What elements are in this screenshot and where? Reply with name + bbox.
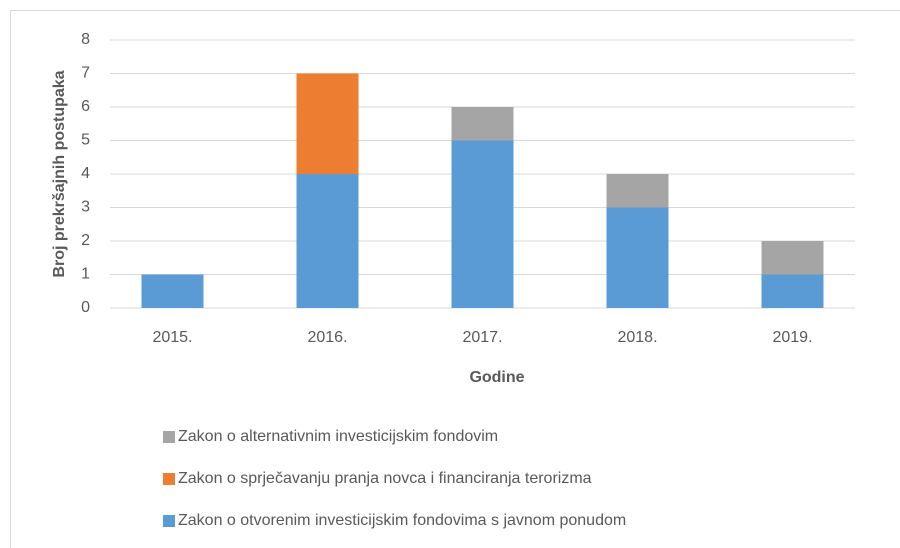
bar-segment	[296, 174, 359, 308]
y-tick-label: 7	[81, 65, 90, 82]
y-tick-label: 8	[81, 31, 90, 48]
y-tick-label: 1	[81, 266, 90, 283]
y-tick-label: 4	[81, 165, 90, 182]
x-axis-title: Godine	[469, 369, 524, 386]
x-tick-label: 2016.	[307, 329, 347, 346]
x-tick-label: 2017.	[462, 329, 502, 346]
legend-swatch	[163, 431, 175, 443]
x-tick-label: 2018.	[617, 329, 657, 346]
legend-label: Zakon o sprječavanju pranja novca i fina…	[178, 470, 592, 487]
bar-segment	[761, 274, 824, 308]
y-tick-label: 0	[81, 299, 90, 316]
bar-segment	[761, 241, 824, 275]
bar-segment	[451, 140, 514, 308]
y-axis-title: Broj prekršajnih postupaka	[51, 70, 68, 277]
bar-segment	[296, 73, 359, 174]
bar-segment	[451, 107, 514, 141]
bar-segment	[141, 274, 204, 308]
y-tick-label: 3	[81, 199, 90, 216]
chart-border	[10, 10, 900, 548]
legend-swatch	[163, 515, 175, 527]
y-tick-label: 2	[81, 232, 90, 249]
x-tick-label: 2019.	[772, 329, 812, 346]
bar-segment	[606, 207, 669, 308]
legend-label: Zakon o alternativnim investicijskim fon…	[178, 428, 498, 445]
bar-segment	[606, 174, 669, 208]
y-tick-label: 5	[81, 132, 90, 149]
legend-swatch	[163, 473, 175, 485]
x-tick-label: 2015.	[152, 329, 192, 346]
y-tick-label: 6	[81, 98, 90, 115]
legend-label: Zakon o otvorenim investicijskim fondovi…	[178, 512, 626, 529]
